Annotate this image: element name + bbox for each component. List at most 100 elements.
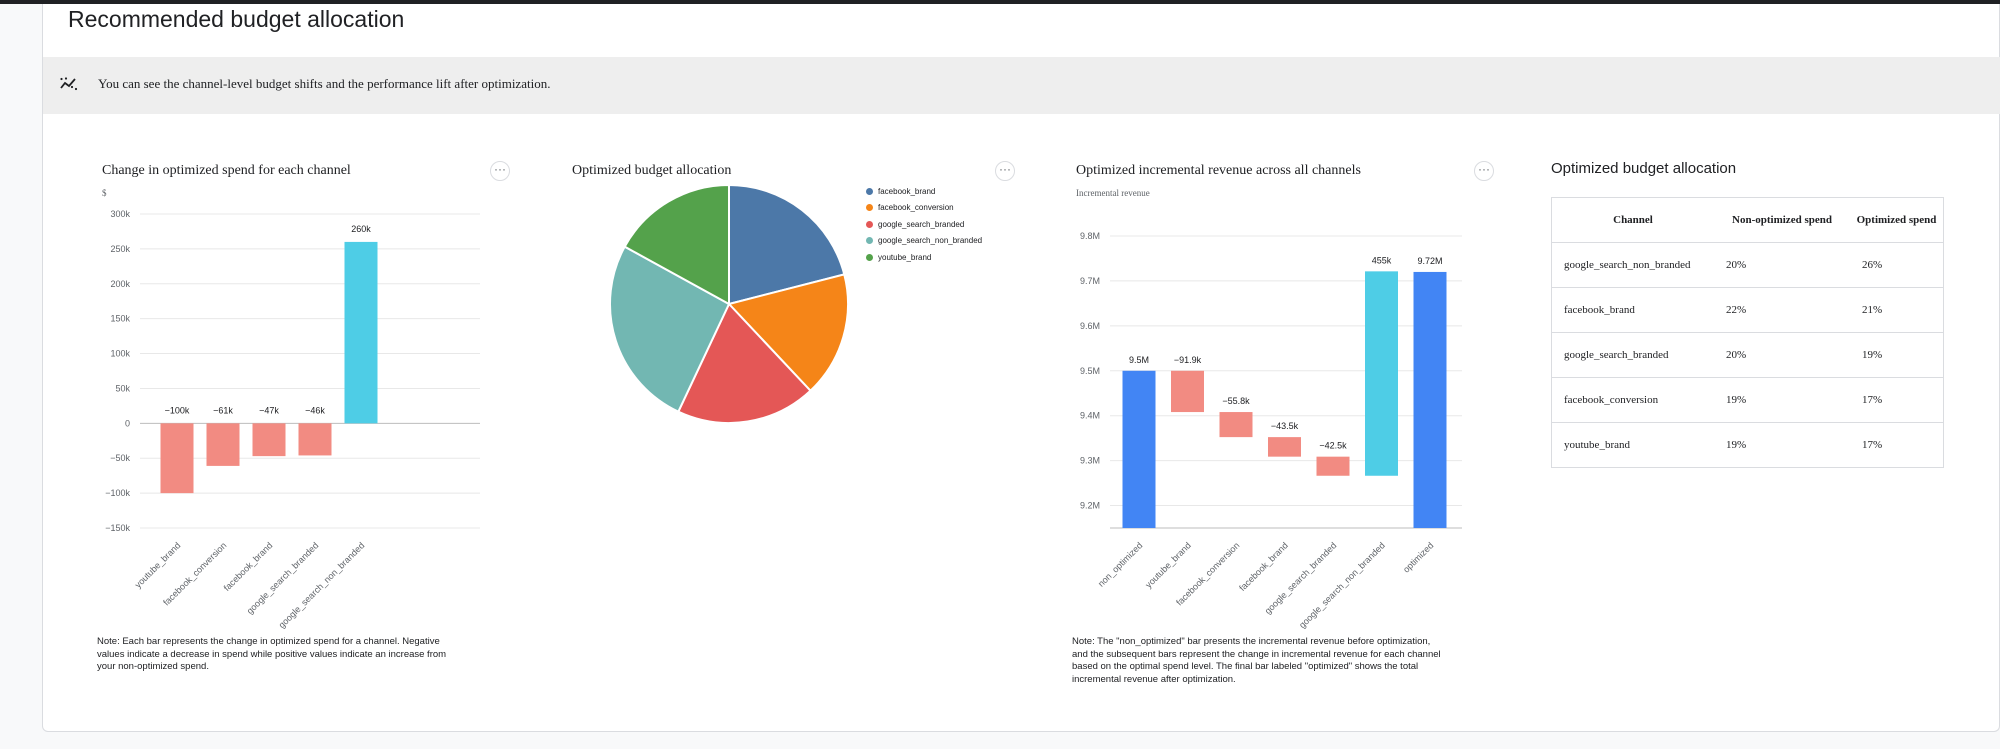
column-header-channel: Channel (1551, 197, 1714, 243)
bar (344, 241, 378, 424)
page-title: Recommended budget allocation (68, 6, 405, 32)
pie-slice (677, 302, 812, 424)
data-label: 260k (351, 224, 371, 234)
y-tick-label: 150k (110, 314, 130, 324)
legend-item[interactable]: facebook_brand (866, 183, 982, 200)
data-label: −91.9k (1174, 355, 1202, 365)
pie-legend: facebook_brand facebook_conversion google_… (866, 183, 982, 266)
y-tick-label: 9.5M (1080, 366, 1100, 376)
y-tick-label: 9.6M (1080, 321, 1100, 331)
y-tick-label: 9.2M (1080, 501, 1100, 511)
table-cell-non-optimized: 20% (1714, 332, 1850, 378)
y-tick-label: 100k (110, 349, 130, 359)
pie-slice (728, 183, 846, 306)
data-label: −61k (213, 405, 233, 415)
table-cell-non-optimized: 19% (1714, 377, 1850, 423)
y-tick-label: 250k (110, 244, 130, 254)
pie-chart-title: Optimized budget allocation (572, 163, 732, 178)
spend-change-chart-title: Change in optimized spend for each chann… (102, 163, 351, 178)
top-bar (0, 0, 2000, 4)
table-cell-channel: facebook_brand (1551, 287, 1714, 333)
table-cell-optimized: 19% (1850, 332, 1944, 378)
pie-slice (623, 183, 730, 306)
revenue-y-axis-label: Incremental revenue (1076, 188, 1150, 198)
data-label: −55.8k (1222, 396, 1250, 406)
spend-change-y-axis-label: $ (102, 188, 107, 198)
x-tick-label: non_optimized (1096, 540, 1144, 588)
bar (160, 423, 194, 494)
table-cell-optimized: 26% (1850, 242, 1944, 288)
table-cell-channel: youtube_brand (1551, 422, 1714, 468)
y-tick-label: −50k (110, 453, 130, 463)
bar (1122, 370, 1156, 528)
banner-text: You can see the channel-level budget shi… (98, 76, 551, 91)
revenue-more-button[interactable]: ··· (1474, 161, 1494, 181)
table-cell-channel: facebook_conversion (1551, 377, 1714, 423)
spend-change-more-button[interactable]: ··· (490, 161, 510, 181)
table-row: google_search_branded 20% 19% (1551, 332, 1944, 378)
y-tick-label: 200k (110, 279, 130, 289)
legend-label: google_search_non_branded (878, 236, 983, 246)
x-tick-label: optimized (1401, 540, 1435, 574)
data-label: 455k (1372, 255, 1392, 265)
table-row: facebook_conversion 19% 17% (1551, 377, 1944, 423)
bar (1413, 271, 1447, 528)
y-tick-label: 9.4M (1080, 411, 1100, 421)
bar (1365, 271, 1398, 476)
table-cell-optimized: 21% (1850, 287, 1944, 333)
y-tick-label: 0 (125, 418, 130, 428)
pie-more-button[interactable]: ··· (995, 161, 1015, 181)
table-cell-optimized: 17% (1850, 377, 1944, 423)
bar (206, 423, 240, 466)
y-tick-label: 9.8M (1080, 231, 1100, 241)
table-cell-optimized: 17% (1850, 422, 1944, 468)
y-tick-label: −150k (105, 523, 130, 533)
table-row: youtube_brand 19% 17% (1551, 422, 1944, 468)
y-tick-label: 9.3M (1080, 456, 1100, 466)
revenue-chart-title: Optimized incremental revenue across all… (1076, 163, 1361, 178)
legend-label: google_search_branded (878, 219, 965, 229)
table-cell-non-optimized: 19% (1714, 422, 1850, 468)
table-cell-channel: google_search_branded (1551, 332, 1714, 378)
info-banner (43, 57, 2000, 114)
x-tick-label: facebook_brand (1237, 540, 1290, 593)
table-cell-channel: google_search_non_branded (1551, 242, 1714, 288)
legend-item[interactable]: google_search_branded (866, 216, 982, 233)
allocation-table-title: Optimized budget allocation (1551, 160, 1737, 177)
y-tick-label: 300k (110, 209, 130, 219)
column-header-non-optimized: Non-optimized spend (1714, 197, 1850, 243)
legend-item[interactable]: google_search_non_branded (866, 233, 982, 250)
y-tick-label: 9.7M (1080, 276, 1100, 286)
bar (252, 423, 286, 457)
legend-item[interactable]: youtube_brand (866, 249, 982, 266)
data-label: −100k (165, 405, 190, 415)
column-header-optimized: Optimized spend (1850, 197, 1944, 243)
legend-item[interactable]: facebook_conversion (866, 200, 982, 217)
data-label: 9.5M (1129, 355, 1149, 365)
legend-swatch (866, 204, 873, 212)
legend-swatch (866, 220, 873, 228)
trend-chart-icon (60, 77, 78, 91)
bar (1316, 456, 1350, 476)
legend-label: facebook_brand (878, 186, 936, 196)
legend-label: youtube_brand (878, 252, 932, 262)
data-label: 9.72M (1417, 256, 1442, 266)
revenue-note: Note: The "non_optimized" bar presents t… (1072, 636, 1441, 685)
pie-slice (727, 273, 849, 393)
bar (1171, 370, 1204, 413)
table-row: google_search_non_branded 20% 26% (1551, 242, 1944, 288)
x-tick-label: google_search_non_branded (1297, 540, 1387, 630)
data-label: −47k (259, 405, 279, 415)
legend-swatch (866, 253, 873, 261)
data-label: −46k (305, 405, 325, 415)
y-tick-label: 50k (115, 383, 130, 393)
bar (1268, 437, 1301, 457)
legend-swatch (866, 187, 873, 195)
bar (298, 423, 332, 456)
table-row: facebook_brand 22% 21% (1551, 287, 1944, 333)
bar (1219, 412, 1253, 438)
y-tick-label: −100k (105, 488, 130, 498)
